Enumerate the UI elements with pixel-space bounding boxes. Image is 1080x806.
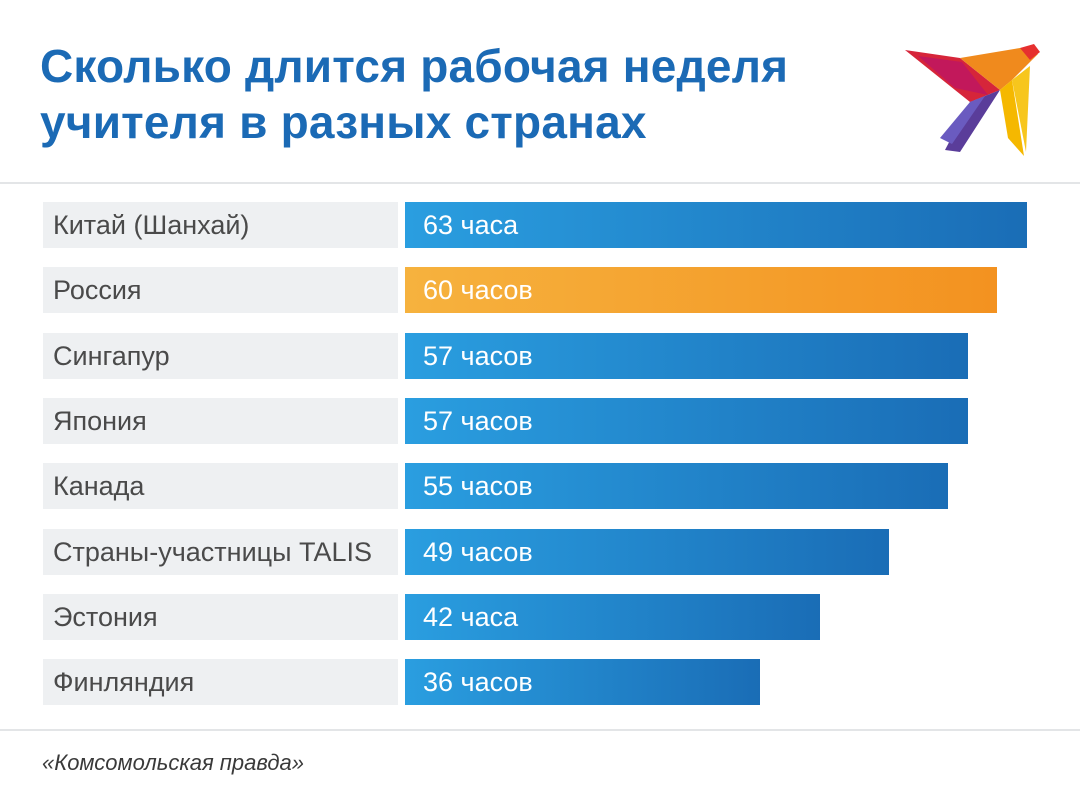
bottom-divider xyxy=(0,729,1080,731)
category-label-background xyxy=(43,659,398,705)
source-credit: «Комсомольская правда» xyxy=(42,750,305,775)
category-label: Эстония xyxy=(53,602,158,632)
category-label: Китай (Шанхай) xyxy=(53,210,250,240)
top-divider xyxy=(0,182,1080,184)
category-label: Сингапур xyxy=(53,341,170,371)
logo-body-orange xyxy=(960,48,1038,90)
bar-value-label: 36 часов xyxy=(423,667,533,697)
logo-tail-purple xyxy=(945,90,1000,152)
bar xyxy=(405,333,968,379)
bar xyxy=(405,267,997,313)
logo-wing-magenta xyxy=(918,56,988,95)
category-label: Канада xyxy=(53,471,145,501)
category-label-background xyxy=(43,333,398,379)
bar xyxy=(405,659,760,705)
swallow-bird-icon xyxy=(905,44,1040,156)
chart-title: Сколько длится рабочая неделя учителя в … xyxy=(40,38,880,150)
category-label: Финляндия xyxy=(53,667,195,697)
bar-value-label: 42 часа xyxy=(423,602,519,632)
bar xyxy=(405,202,1027,248)
chart-title-line-1: Сколько длится рабочая неделя xyxy=(40,40,789,92)
bar xyxy=(405,463,948,509)
bar-value-label: 60 часов xyxy=(423,275,533,305)
logo-tail-blue xyxy=(940,96,985,144)
logo-tail-yellow xyxy=(1000,80,1024,156)
category-label-background xyxy=(43,267,398,313)
bar-value-label: 55 часов xyxy=(423,471,533,501)
category-label: Страны-участницы TALIS xyxy=(53,537,373,567)
bar xyxy=(405,398,968,444)
category-label: Япония xyxy=(53,406,147,436)
bar-value-label: 49 часов xyxy=(423,537,533,567)
category-label-background xyxy=(43,398,398,444)
chart-title-line-2: учителя в разных странах xyxy=(40,96,647,148)
bar-value-label: 57 часов xyxy=(423,341,533,371)
logo-tail-gold xyxy=(1012,66,1030,152)
category-label-background xyxy=(43,463,398,509)
bar-value-label: 63 часа xyxy=(423,210,519,240)
bar-value-label: 57 часов xyxy=(423,406,533,436)
bar xyxy=(405,529,889,575)
category-label-background xyxy=(43,529,398,575)
category-label-background xyxy=(43,202,398,248)
category-label: Россия xyxy=(53,275,142,305)
bar xyxy=(405,594,820,640)
category-label-background xyxy=(43,594,398,640)
logo-head xyxy=(1020,44,1040,60)
